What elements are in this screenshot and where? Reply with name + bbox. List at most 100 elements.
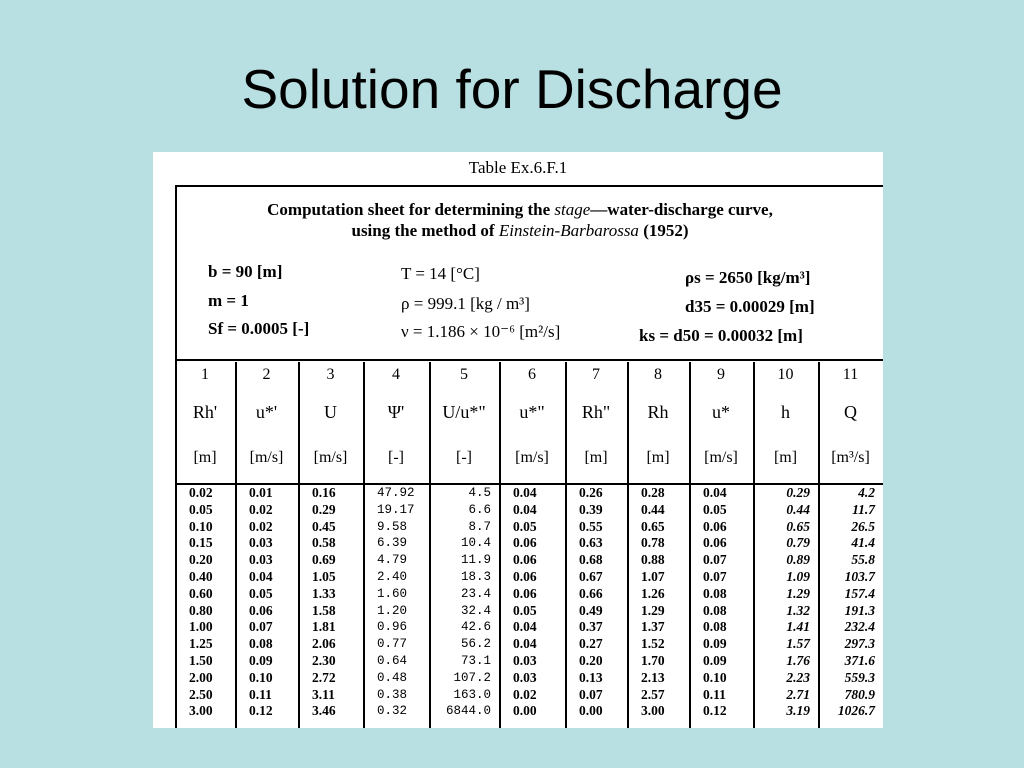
param-sf: Sf = 0.0005 [-] [208,319,310,338]
table-cell: 10.4 [460,536,491,551]
table-frame [175,185,883,728]
table-cell: 0.49 [579,602,603,618]
table-cell: 0.06 [703,518,727,534]
table-cell: 0.78 [641,535,665,551]
table-cell: 157.4 [844,585,875,601]
table-cell: 0.38 [377,687,408,702]
table-cell: 0.06 [513,552,537,568]
table-cell: 6.6 [468,502,491,517]
table-cell: 1.70 [641,652,665,668]
column-symbol: Rh [647,402,669,422]
table-cell: 3.19 [786,703,810,719]
table-cell: 191.3 [844,602,875,618]
table-cell: 56.2 [460,637,491,652]
table-cell: 0.63 [579,535,603,551]
column-unit: [m] [193,449,217,466]
param-b: b = 90 [m] [208,262,283,281]
table-cell: 11.9 [460,553,491,568]
table-cell: 0.05 [249,585,273,601]
column-symbol: U/u*" [442,402,486,422]
table-cell: 0.26 [579,485,603,500]
table-cell: 0.03 [513,652,537,668]
table-cell: 3.00 [641,703,665,719]
table-cell: 0.00 [513,703,537,719]
table-cell: 3.00 [189,703,213,719]
column-number: 10 [777,366,794,383]
column-values-7: 0.26 0.39 0.55 0.63 0.68 0.67 0.66 0.49 0.37 0.27… [579,485,627,720]
table-cell: 0.00 [579,703,603,719]
table-cell: 6844.0 [445,704,491,719]
header-bottom-rule [175,483,883,485]
column-values-4: 47.92 19.17 9.58 6.39 4.79 2.40 1.60 1.20 0.96 0.… [377,485,429,720]
column-rule [235,362,237,728]
column-symbol: U [324,402,337,422]
table-cell: 2.23 [786,669,810,685]
table-cell: 0.27 [579,636,603,652]
table-cell: 0.05 [189,501,213,517]
table-cell: 0.58 [312,535,336,551]
table-cell: 0.06 [249,602,273,618]
column-unit: [m/s] [704,449,738,466]
table-cell: 1.26 [641,585,665,601]
table-cell: 0.11 [249,686,272,702]
table-cell: 42.6 [460,620,491,635]
table-cell: 0.55 [579,518,603,534]
table-cell: 0.07 [249,619,273,635]
table-cell: 0.08 [703,619,727,635]
table-cell: 2.30 [312,652,336,668]
header-top-rule [175,359,883,361]
table-cell: 0.04 [513,619,537,635]
table-cell: 1.52 [641,636,665,652]
table-cell: 0.20 [579,652,603,668]
table-cell: 0.12 [249,703,273,719]
table-cell: 0.04 [249,568,273,584]
table-cell: 1.05 [312,568,336,584]
column-symbol: Rh' [192,402,218,422]
table-cell: 1.58 [312,602,336,618]
table-cell: 0.60 [189,585,213,601]
table-cell: 559.3 [844,669,875,685]
caption-method: Einstein-Barbarossa [498,221,639,240]
column-rule [818,362,820,728]
table-cell: 2.13 [641,669,665,685]
column-unit: [m] [584,449,608,466]
table-cell: 0.48 [377,670,408,685]
table-cell: 1.07 [641,568,665,584]
table-cell: 19.17 [377,502,415,517]
column-number: 2 [262,366,271,383]
column-number: 8 [654,366,662,383]
table-cell: 0.66 [579,585,603,601]
table-cell: 2.06 [312,636,336,652]
column-unit: [m/s] [515,449,549,466]
param-ks-d50: ks = d50 = 0.00032 [m] [639,326,803,345]
table-cell: 0.37 [579,619,603,635]
table-cell: 2.50 [189,686,213,702]
table-cell: 0.06 [513,585,537,601]
column-unit: [m/s] [313,449,348,466]
table-cell: 1.60 [377,586,408,601]
table-cell: 4.2 [858,485,875,500]
table-cell: 0.04 [513,501,537,517]
table-cell: 0.05 [513,518,537,534]
table-cell: 163.0 [453,687,491,702]
column-unit: [-] [456,449,472,466]
column-values-1: 0.02 0.05 0.10 0.15 0.20 0.40 0.60 0.80 1.00 1.25… [189,485,235,720]
table-cell: 297.3 [844,636,875,652]
column-values-2: 0.01 0.02 0.02 0.03 0.03 0.04 0.05 0.06 0.07 0.08… [249,485,298,720]
table-cell: 0.15 [189,535,213,551]
table-cell: 0.29 [786,485,810,500]
caption-part: —water-discharge curve, [590,200,773,219]
table-cell: 780.9 [844,686,875,702]
column-number: 7 [592,366,600,383]
table-cell: 0.96 [377,620,408,635]
table-cell: 4.79 [377,553,408,568]
table-cell: 6.39 [377,536,408,551]
column-unit: [m] [773,449,798,466]
table-cell: 0.11 [703,686,726,702]
caption-part: Computation sheet for determining the [267,200,555,219]
table-cell: 0.06 [513,535,537,551]
table-cell: 0.45 [312,518,336,534]
column-unit: [m] [646,449,670,466]
table-cell: 0.77 [377,637,408,652]
table-cell: 0.07 [579,686,603,702]
